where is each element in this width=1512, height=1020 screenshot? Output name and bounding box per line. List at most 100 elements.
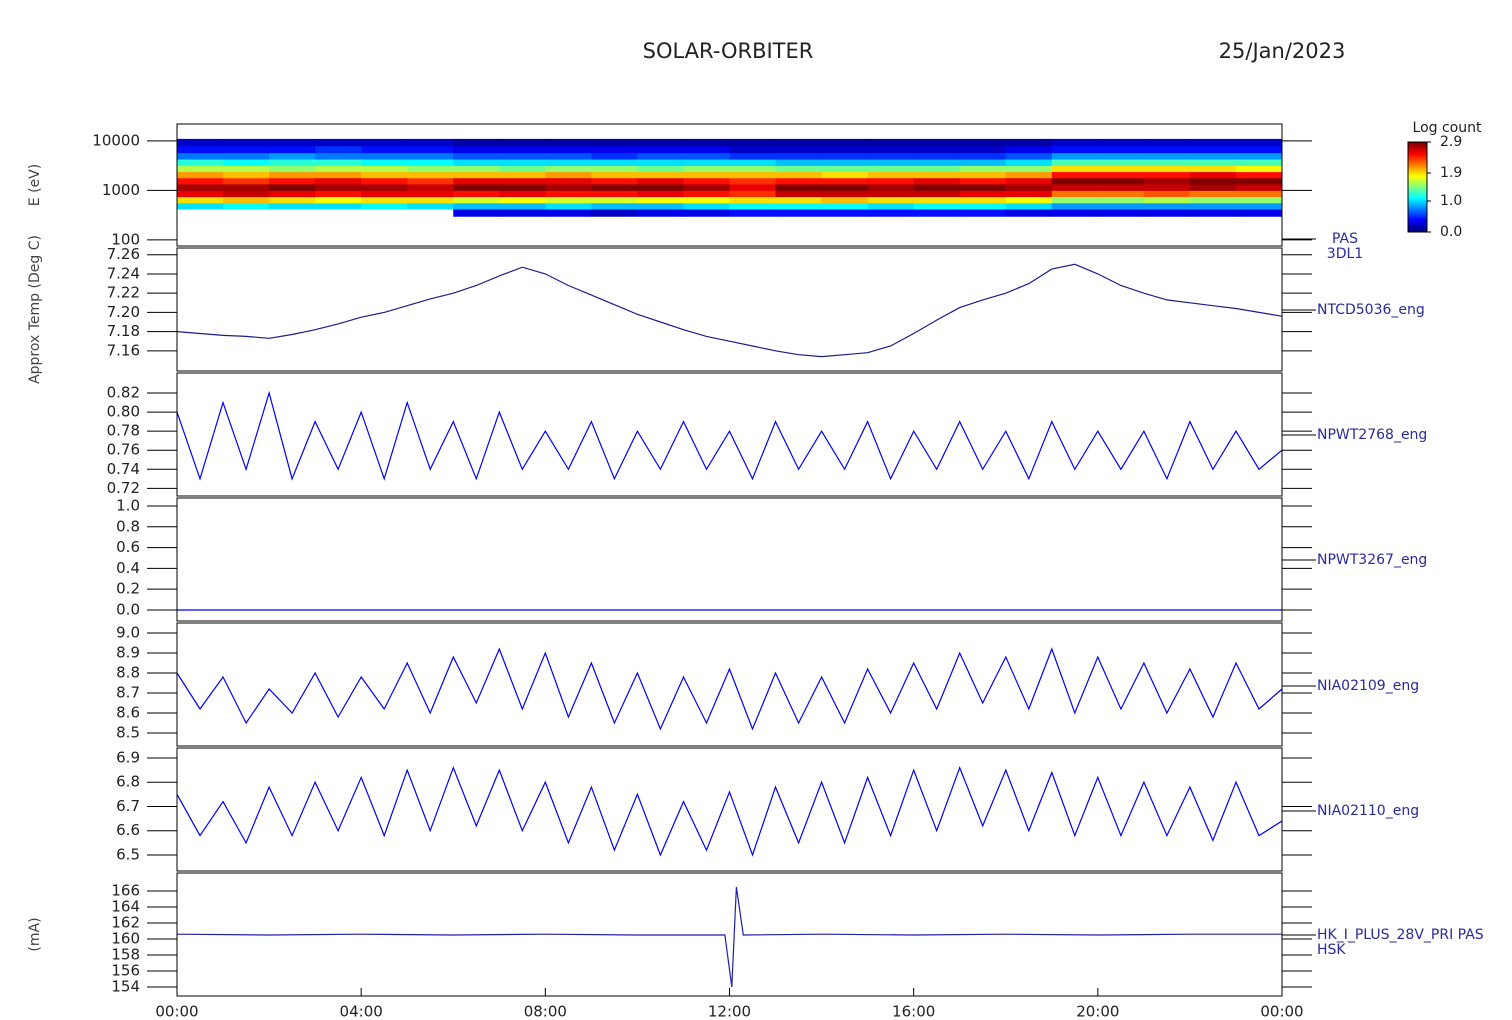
colorbar-swatch [1408,168,1427,171]
heat-cell [177,171,224,179]
heat-cell [1189,171,1237,179]
heat-cell [407,177,454,185]
heat-cell [1235,138,1283,147]
colorbar-swatch [1408,222,1427,225]
heat-cell [269,202,316,210]
heat-cell [1143,209,1191,217]
heat-cell [1005,159,1053,166]
heat-cell [913,145,961,154]
colorbar-swatch [1408,214,1427,217]
heat-cell [591,165,638,173]
colorbar-swatch [1408,220,1427,223]
heat-cell [729,138,777,147]
heat-cell [545,145,592,154]
y-tick-label: 156 [111,962,140,980]
heat-cell [959,138,1007,147]
colorbar-swatch [1408,170,1427,173]
data-line [176,390,1283,481]
heat-cell [177,183,224,191]
heat-cell [591,209,638,217]
heat-cell [867,152,915,160]
heat-cell [637,209,684,217]
heat-cell [499,202,546,210]
colorbar-swatch [1408,186,1427,189]
panel-label: HSK [1317,942,1346,958]
colorbar-swatch [1408,192,1427,195]
colorbar-title: Log count [1413,120,1482,136]
heat-cell [453,190,500,198]
heat-cell [959,202,1007,210]
heat-cell [223,196,270,204]
data-line [176,263,1283,358]
colorbar-tick-label: 1.9 [1440,165,1462,181]
heat-cell [1235,202,1283,210]
colorbar-tick-label: 2.9 [1440,134,1462,150]
colorbar-swatch [1408,190,1427,193]
heat-cell [591,177,638,185]
y-tick-label: 0.0 [116,600,140,618]
y-tick-label: 6.7 [116,797,140,815]
heat-cell [775,138,823,147]
heat-cell [545,152,592,160]
heat-cell [1097,196,1145,204]
heat-cell [683,183,730,191]
colorbar-swatch [1408,150,1427,153]
heat-cell [913,183,961,191]
y-tick-label: 0.72 [107,479,140,497]
heat-cell [821,209,869,217]
y-tick-label: 1.0 [116,497,140,515]
heat-cell [453,165,500,173]
heat-cell [1005,138,1053,147]
heat-cell [453,152,500,160]
colorbar-swatch [1408,218,1427,221]
heat-cell [361,171,408,179]
colorbar-swatch [1408,212,1427,215]
heat-cell [729,196,777,204]
heat-cell [315,190,362,198]
heat-cell [499,159,546,166]
colorbar-swatch [1408,194,1427,197]
heat-cell [223,159,270,166]
heat-cell [1143,152,1191,160]
heat-cell [913,209,961,217]
heat-cell [821,171,869,179]
y-tick-label: 7.24 [107,264,140,282]
heat-cell [591,202,638,210]
heat-cell [591,171,638,179]
heat-cell [959,165,1007,173]
heat-cell [959,183,1007,191]
colorbar-swatch [1408,180,1427,183]
heat-cell [1051,177,1099,185]
heat-cell [499,209,546,217]
heat-cell [821,177,869,185]
colorbar-swatch [1408,230,1427,233]
heat-cell [1189,209,1237,217]
heat-cell [315,183,362,191]
heat-cell [821,165,869,173]
heat-cell [407,202,454,210]
heat-cell [1143,159,1191,166]
y-tick-label: 6.5 [116,845,140,863]
colorbar-swatch [1408,206,1427,209]
heat-cell [1051,159,1099,166]
heat-cell [1189,138,1237,147]
heat-cell [453,159,500,166]
panel-frame [176,497,1283,622]
heat-cell [1005,145,1053,154]
heat-cell [1097,171,1145,179]
heat-cell [637,159,684,166]
colorbar-swatch [1408,224,1427,227]
y-tick-label: 0.82 [107,384,140,402]
y-tick-label: 7.22 [107,284,140,302]
heat-cell [683,202,730,210]
heat-cell [499,171,546,179]
heat-cell [959,152,1007,160]
heat-cell [775,152,823,160]
heat-cell [775,209,823,217]
heat-cell [407,183,454,191]
colorbar-swatch [1408,210,1427,213]
heat-cell [867,145,915,154]
colorbar-swatch [1408,142,1427,145]
heat-cell [591,190,638,198]
heat-cell [683,138,730,147]
